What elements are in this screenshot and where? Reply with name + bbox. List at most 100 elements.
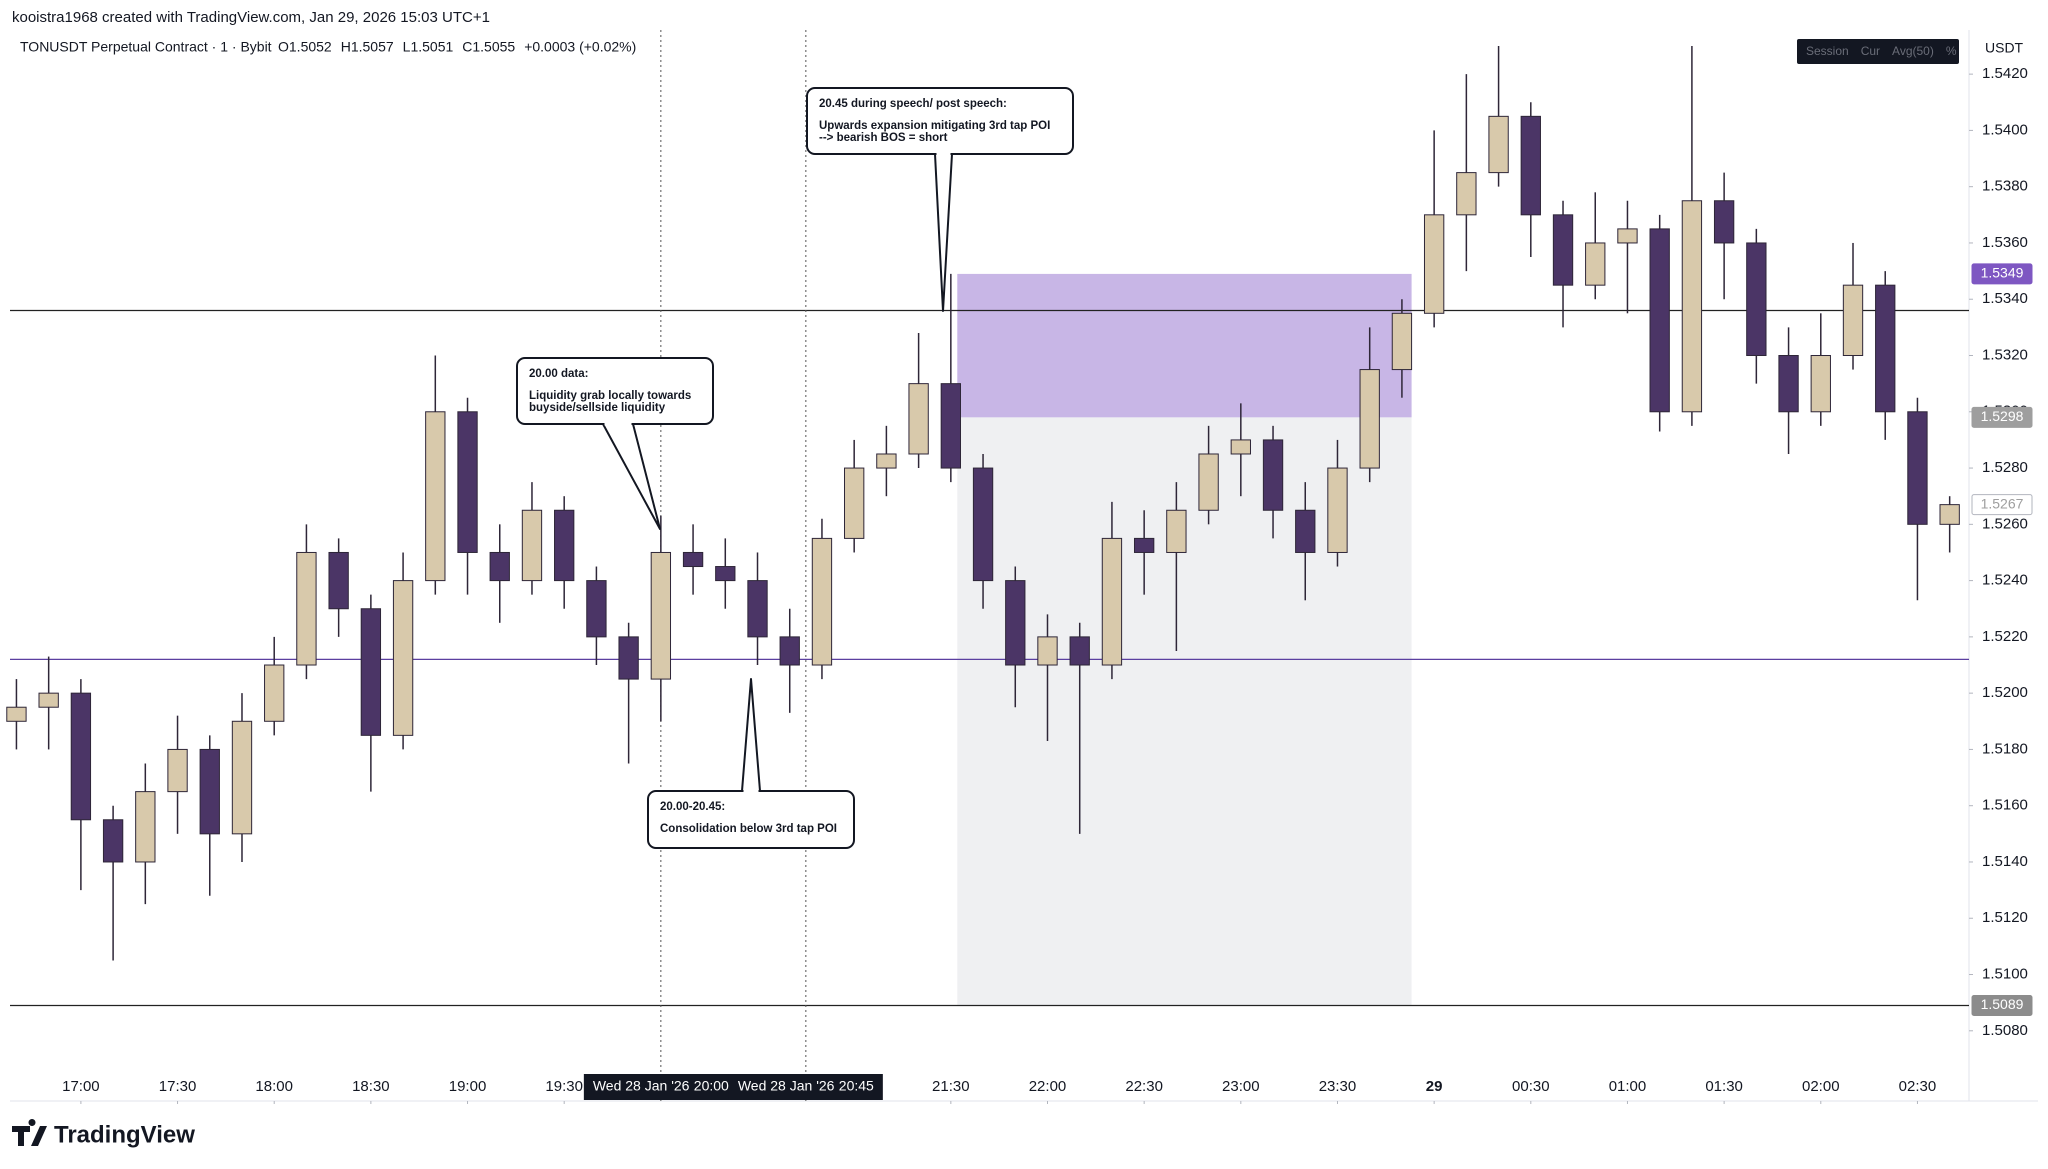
callout: 20.00-20.45: Consolidation below 3rd tap … xyxy=(647,678,855,849)
price-label: 1.5267 xyxy=(1981,495,2024,511)
x-tick-label: 19:00 xyxy=(449,1078,487,1095)
control-button[interactable]: Cur xyxy=(1861,44,1880,58)
control-button[interactable]: Avg(50) xyxy=(1892,44,1934,58)
candle-body xyxy=(618,636,639,680)
ohlc-readout: H1.5057 xyxy=(341,39,394,55)
x-tick-label: 17:30 xyxy=(159,1078,197,1095)
y-tick-label: 1.5320 xyxy=(1982,346,2028,363)
candle-body xyxy=(1198,453,1219,511)
candle-body xyxy=(231,720,253,835)
time-label-date: Wed 28 Jan '26 xyxy=(593,1078,690,1094)
candle-body xyxy=(1520,115,1541,216)
candle-body xyxy=(6,706,27,722)
candle-body xyxy=(747,580,768,638)
y-tick-label: 1.5100 xyxy=(1982,965,2028,982)
control-button[interactable]: % xyxy=(1946,44,1957,58)
candle-body xyxy=(1810,355,1831,413)
symbol: TONUSDT Perpetual Contract · 1 · Bybit xyxy=(20,39,272,55)
callout-box xyxy=(647,790,855,849)
candle-body xyxy=(779,636,800,666)
time-label-box xyxy=(583,1074,738,1100)
time-label-time: 20:00 xyxy=(694,1078,729,1094)
candle-body xyxy=(1585,242,1606,286)
y-tick-label: 1.5380 xyxy=(1982,178,2028,195)
y-tick-label: 1.5120 xyxy=(1982,909,2028,926)
zone xyxy=(957,273,1412,418)
ohlc-readout: O1.5052 xyxy=(278,39,332,55)
x-tick-label: 23:00 xyxy=(1222,1078,1260,1095)
candle-body xyxy=(102,819,124,863)
candle-body xyxy=(264,664,285,722)
ohlc-readout: C1.5055 xyxy=(462,39,515,55)
brand: TradingView xyxy=(54,1121,195,1148)
time-label-box xyxy=(728,1074,883,1100)
candle-body xyxy=(1907,411,1928,525)
candle-body xyxy=(1069,636,1090,666)
candle-body xyxy=(650,551,672,680)
candle-body xyxy=(1359,369,1380,469)
candle-body xyxy=(360,608,382,736)
callout-text: --> bearish BOS = short xyxy=(819,132,948,144)
candle-body xyxy=(1262,439,1284,511)
x-tick-label: 02:30 xyxy=(1899,1078,1937,1095)
price-label-box xyxy=(1971,494,2033,516)
candle-body xyxy=(554,509,575,582)
candle-body xyxy=(328,551,349,610)
y-tick-label: 1.5220 xyxy=(1982,628,2028,645)
y-tick-label: 1.5140 xyxy=(1982,853,2028,870)
candle-body xyxy=(457,411,478,553)
x-tick-label: 01:00 xyxy=(1609,1078,1647,1095)
x-tick-label: 22:30 xyxy=(1125,1078,1163,1095)
candle-body xyxy=(1939,504,1960,525)
x-tick-label: 01:30 xyxy=(1705,1078,1743,1095)
callout: 20.45 during speech/ post speech: Upwards… xyxy=(806,87,1074,312)
candle-body xyxy=(1681,200,1703,413)
candle-body xyxy=(682,551,704,568)
x-tick-label: 18:30 xyxy=(352,1078,390,1095)
x-tick-label: 02:00 xyxy=(1802,1078,1840,1095)
x-tick-label: 17:00 xyxy=(62,1078,100,1095)
candle-body xyxy=(1842,284,1864,357)
x-tick-label: 23:30 xyxy=(1319,1078,1357,1095)
x-tick-label: 29 xyxy=(1426,1078,1443,1095)
price-label: 1.5349 xyxy=(1981,265,2024,281)
candle-body xyxy=(940,383,962,469)
time-label-date: Wed 28 Jan '26 xyxy=(738,1078,835,1094)
candle-body xyxy=(1166,509,1187,553)
candle-body xyxy=(1746,242,1767,357)
candle-body xyxy=(1101,537,1123,666)
y-tick-label: 1.5260 xyxy=(1982,515,2028,532)
candle-body xyxy=(876,453,897,469)
callout-text: buyside/sellside liquidity xyxy=(529,402,666,414)
candle-body xyxy=(1005,580,1026,666)
x-tick-label: 00:30 xyxy=(1512,1078,1550,1095)
candle-body xyxy=(1456,172,1477,216)
x-tick-label: 18:00 xyxy=(255,1078,293,1095)
candle-body xyxy=(586,580,607,638)
y-tick-label: 1.5400 xyxy=(1982,121,2028,138)
logo-icon xyxy=(12,1118,47,1146)
candle-body xyxy=(135,791,156,863)
y-tick-label: 1.5200 xyxy=(1982,684,2028,701)
candle-body xyxy=(1327,467,1348,553)
ohlc-readout: L1.5051 xyxy=(403,39,454,55)
candle-body xyxy=(811,537,833,666)
price-label: 1.5298 xyxy=(1981,408,2024,424)
controls-bar xyxy=(1797,39,1959,64)
candle-body xyxy=(1617,228,1638,244)
y-tick-label: 1.5340 xyxy=(1982,290,2028,307)
candle-body xyxy=(1423,214,1445,314)
candle-body xyxy=(1552,214,1574,286)
credit: kooistra1968 created with TradingView.co… xyxy=(12,9,490,26)
candle-body xyxy=(392,580,414,736)
candle-body xyxy=(715,566,736,582)
control-button[interactable]: Session xyxy=(1806,44,1849,58)
callout-text: 20.45 during speech/ post speech: xyxy=(819,98,1007,110)
candle-body xyxy=(908,383,929,455)
callout-text: Liquidity grab locally towards xyxy=(529,390,691,402)
y-tick-label: 1.5240 xyxy=(1982,572,2028,589)
candle-body xyxy=(1713,200,1735,244)
price-label: 1.5089 xyxy=(1981,996,2024,1012)
